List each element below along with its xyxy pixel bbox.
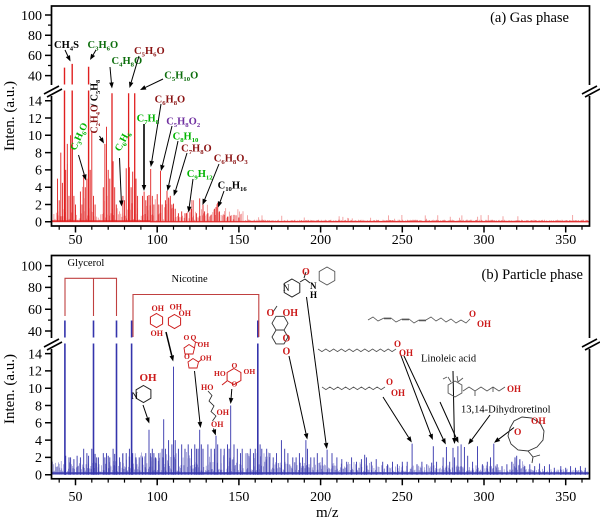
svg-text:(b) Particle phase: (b) Particle phase: [482, 267, 583, 283]
svg-text:50: 50: [69, 233, 83, 248]
svg-text:100: 100: [21, 259, 42, 274]
svg-text:Nicotine: Nicotine: [172, 274, 208, 285]
svg-text:250: 250: [392, 233, 413, 248]
svg-text:350: 350: [555, 233, 576, 248]
svg-text:OH: OH: [507, 384, 521, 394]
svg-text:14: 14: [28, 95, 42, 110]
svg-text:N: N: [283, 283, 290, 293]
svg-text:Inten. (a.u.): Inten. (a.u.): [2, 81, 18, 151]
svg-text:O: O: [283, 347, 291, 358]
svg-text:Linoleic acid: Linoleic acid: [421, 354, 477, 365]
svg-text:100: 100: [21, 9, 42, 24]
svg-text:14: 14: [28, 347, 42, 362]
svg-text:C2H4O: C2H4O: [90, 104, 103, 133]
svg-text:OH: OH: [200, 354, 212, 363]
svg-text:OH: OH: [391, 388, 405, 398]
svg-text:N: N: [132, 391, 139, 401]
svg-text:60: 60: [28, 49, 42, 64]
svg-text:C5H10O: C5H10O: [164, 71, 198, 84]
svg-text:10: 10: [28, 129, 42, 144]
svg-text:150: 150: [228, 490, 249, 505]
svg-text:OH: OH: [140, 372, 158, 384]
svg-text:8: 8: [35, 146, 42, 161]
svg-text:100: 100: [147, 490, 168, 505]
svg-text:O: O: [469, 309, 476, 319]
svg-text:200: 200: [310, 233, 331, 248]
svg-text:4: 4: [35, 434, 42, 449]
svg-text:8: 8: [35, 399, 42, 414]
svg-text:O: O: [191, 333, 197, 342]
svg-text:HO: HO: [201, 383, 213, 392]
svg-text:CH4S: CH4S: [54, 40, 79, 53]
svg-text:O: O: [302, 267, 310, 278]
svg-text:O: O: [514, 428, 521, 438]
svg-text:50: 50: [69, 490, 83, 505]
svg-text:HO: HO: [214, 369, 226, 378]
svg-text:O: O: [283, 334, 291, 345]
svg-text:0: 0: [35, 216, 42, 231]
svg-text:OH: OH: [531, 417, 546, 427]
svg-text:OH: OH: [244, 367, 256, 376]
svg-text:H: H: [310, 290, 317, 300]
svg-text:C7H8O: C7H8O: [181, 143, 212, 156]
svg-text:2: 2: [35, 451, 42, 466]
svg-text:80: 80: [28, 281, 42, 296]
svg-text:4: 4: [35, 181, 42, 196]
svg-text:OH: OH: [152, 304, 165, 313]
svg-text:OH: OH: [217, 408, 230, 417]
svg-text:C6H8O: C6H8O: [155, 95, 186, 108]
svg-text:O: O: [184, 333, 190, 342]
svg-text:12: 12: [28, 112, 42, 127]
svg-text:250: 250: [392, 490, 413, 505]
svg-text:OH: OH: [399, 348, 413, 358]
svg-text:6: 6: [35, 164, 42, 179]
svg-text:100: 100: [147, 233, 168, 248]
svg-text:300: 300: [474, 490, 495, 505]
svg-text:OH: OH: [211, 420, 224, 429]
svg-text:13,14-Dihydroretinol: 13,14-Dihydroretinol: [461, 405, 551, 416]
svg-text:m/z: m/z: [316, 505, 339, 521]
svg-text:C3H6O: C3H6O: [88, 40, 119, 53]
svg-text:40: 40: [28, 69, 42, 84]
svg-text:350: 350: [555, 490, 576, 505]
svg-text:Glycerol: Glycerol: [68, 258, 105, 269]
svg-text:O: O: [267, 308, 275, 319]
svg-text:(a) Gas phase: (a) Gas phase: [490, 10, 569, 26]
svg-text:OH: OH: [179, 309, 192, 318]
svg-text:200: 200: [310, 490, 331, 505]
svg-text:40: 40: [28, 325, 42, 340]
svg-text:10: 10: [28, 382, 42, 397]
svg-text:OH: OH: [198, 340, 210, 349]
svg-text:300: 300: [474, 233, 495, 248]
svg-text:6: 6: [35, 417, 42, 432]
svg-text:OH: OH: [151, 329, 164, 338]
svg-text:0: 0: [35, 469, 42, 484]
svg-text:60: 60: [28, 303, 42, 318]
svg-text:O: O: [232, 361, 238, 370]
svg-text:O: O: [232, 380, 238, 389]
svg-text:2: 2: [35, 198, 42, 213]
svg-text:OH: OH: [283, 308, 299, 319]
svg-text:12: 12: [28, 365, 42, 380]
svg-text:Inten. (a.u.): Inten. (a.u.): [2, 354, 18, 424]
svg-text:80: 80: [28, 29, 42, 44]
svg-text:150: 150: [228, 233, 249, 248]
svg-text:OH: OH: [477, 319, 491, 329]
svg-text:O: O: [386, 377, 393, 387]
svg-text:O: O: [184, 352, 190, 361]
